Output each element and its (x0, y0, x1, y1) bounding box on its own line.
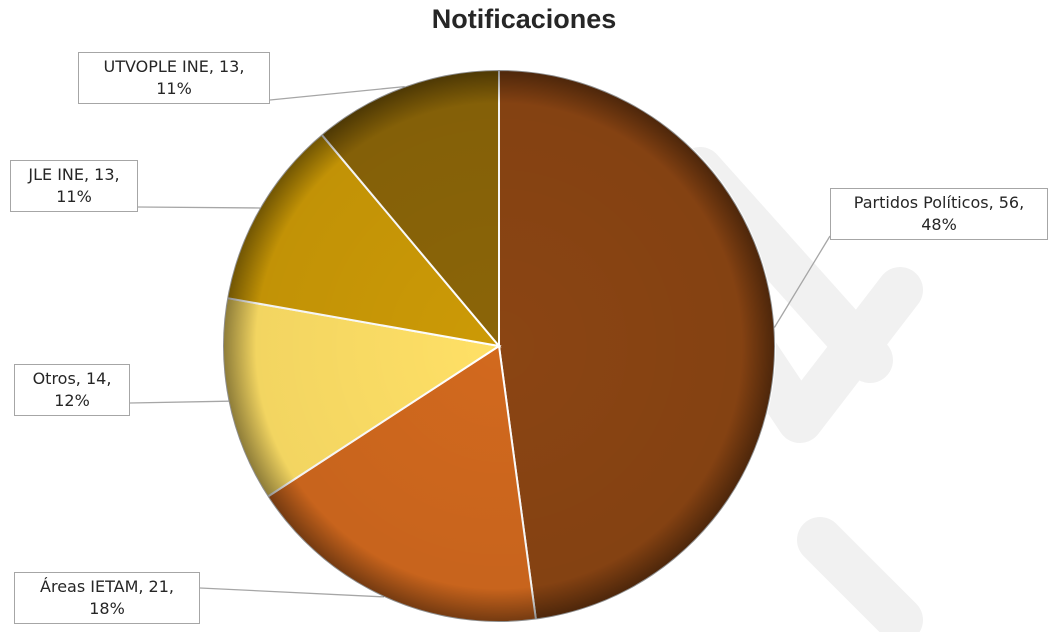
leader-line-3 (129, 400, 229, 404)
data-label-4: JLE INE, 13, 11% (10, 160, 138, 212)
data-label-2: Áreas IETAM, 21, 18% (14, 572, 200, 624)
pie-slice-1 (498, 68, 776, 621)
data-label-percent: 12% (54, 391, 90, 410)
data-label-percent: 18% (89, 599, 125, 618)
data-label-1: Partidos Políticos, 56, 48% (830, 188, 1048, 240)
leader-line-4 (137, 206, 261, 209)
data-label-percent: 11% (56, 187, 92, 206)
data-label-text: Partidos Políticos, 56, (853, 193, 1025, 212)
leader-line-2 (199, 587, 385, 598)
data-label-text: Áreas IETAM, 21, (40, 577, 174, 596)
data-label-text: UTVOPLE INE, 13, (103, 57, 245, 76)
data-label-5: UTVOPLE INE, 13, 11% (78, 52, 270, 104)
data-label-3: Otros, 14, 12% (14, 364, 130, 416)
chart-title: Notificaciones (431, 4, 617, 34)
data-label-text: JLE INE, 13, (28, 165, 120, 184)
leader-line-1 (773, 235, 831, 328)
data-label-percent: 48% (921, 215, 957, 234)
data-label-percent: 11% (156, 79, 192, 98)
data-label-text: Otros, 14, (32, 369, 112, 388)
